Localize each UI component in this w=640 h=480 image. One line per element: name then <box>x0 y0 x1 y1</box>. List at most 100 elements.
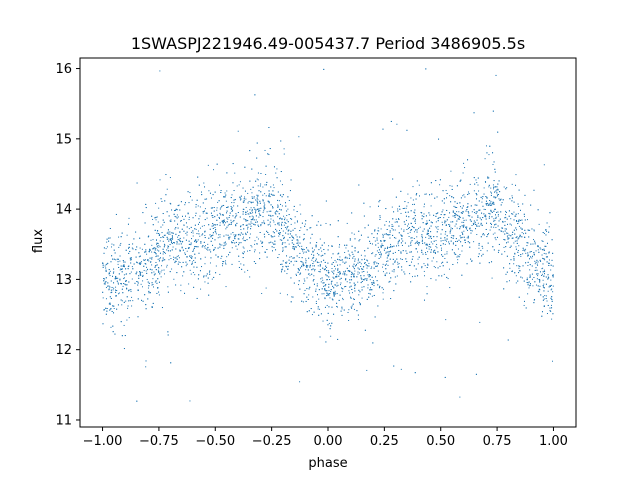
data-point <box>123 301 125 303</box>
data-point <box>250 188 252 190</box>
data-point <box>271 236 273 238</box>
data-point <box>167 229 169 231</box>
data-point <box>476 225 478 227</box>
data-point <box>161 265 163 267</box>
data-point <box>505 228 507 230</box>
data-point <box>361 289 363 291</box>
data-point <box>184 253 186 255</box>
data-point <box>400 242 402 244</box>
data-point <box>430 182 432 184</box>
data-point <box>155 247 157 249</box>
data-point <box>483 193 485 195</box>
data-point <box>171 232 173 234</box>
data-point <box>441 249 442 251</box>
data-point <box>319 269 321 271</box>
data-point <box>309 274 311 276</box>
data-point <box>286 273 288 275</box>
data-point <box>450 227 452 229</box>
data-point <box>154 217 156 219</box>
data-point <box>426 247 428 249</box>
data-point <box>247 213 249 215</box>
data-point <box>378 249 380 251</box>
data-point <box>293 205 295 207</box>
data-point <box>299 381 301 383</box>
data-point <box>552 360 554 362</box>
data-point <box>225 234 227 236</box>
data-point <box>190 256 192 258</box>
data-point <box>545 253 547 255</box>
data-point <box>338 252 340 254</box>
data-point <box>263 208 265 210</box>
data-point <box>463 224 465 226</box>
data-point <box>429 194 431 196</box>
data-point <box>119 278 121 280</box>
data-point <box>333 287 335 289</box>
data-point <box>482 233 484 235</box>
data-point <box>141 299 143 301</box>
data-point <box>212 244 214 246</box>
data-point <box>329 293 331 294</box>
data-point <box>140 283 142 285</box>
data-point <box>389 231 391 233</box>
data-point <box>303 248 305 250</box>
data-point <box>406 252 408 254</box>
data-point <box>410 244 412 246</box>
data-point <box>411 229 413 231</box>
data-point <box>494 208 496 210</box>
data-point <box>322 282 324 284</box>
data-point <box>169 238 171 240</box>
data-point <box>285 222 287 224</box>
data-point <box>441 200 443 202</box>
data-point <box>448 243 450 245</box>
data-point <box>370 287 372 289</box>
data-point <box>281 218 283 220</box>
data-point <box>238 238 240 240</box>
data-point <box>198 233 200 235</box>
data-point <box>259 214 261 216</box>
data-point <box>123 274 125 276</box>
data-point <box>533 189 535 191</box>
data-point <box>331 270 333 272</box>
data-point <box>483 234 485 236</box>
data-point <box>208 237 210 239</box>
data-point <box>172 232 174 234</box>
data-point <box>527 254 529 256</box>
data-point <box>143 259 145 261</box>
data-point <box>533 277 535 278</box>
data-point <box>203 241 205 243</box>
data-point <box>249 250 251 252</box>
data-point <box>497 251 499 253</box>
data-point <box>501 202 503 204</box>
data-point <box>262 199 264 201</box>
data-point <box>331 245 333 247</box>
data-point <box>159 70 161 72</box>
data-point <box>256 236 258 238</box>
data-point <box>539 271 541 273</box>
data-point <box>308 250 310 252</box>
data-point <box>297 239 299 241</box>
data-point <box>163 236 165 238</box>
data-point <box>544 295 546 297</box>
data-point <box>192 235 194 237</box>
data-point <box>412 218 414 220</box>
data-point <box>435 240 437 242</box>
data-point <box>480 224 482 226</box>
data-point <box>538 291 540 293</box>
data-point <box>266 256 268 258</box>
data-point <box>462 195 464 197</box>
data-point <box>139 273 141 275</box>
data-point <box>448 224 450 226</box>
data-point <box>313 283 315 285</box>
data-point <box>531 257 533 259</box>
data-point <box>276 177 278 179</box>
data-point <box>362 268 364 270</box>
data-point <box>191 257 193 259</box>
data-point <box>277 216 279 218</box>
data-point <box>301 222 303 224</box>
data-point <box>497 211 499 213</box>
data-point <box>382 233 384 235</box>
data-point <box>382 288 384 290</box>
data-point <box>222 214 224 215</box>
data-point <box>407 232 409 234</box>
data-point <box>136 400 138 402</box>
